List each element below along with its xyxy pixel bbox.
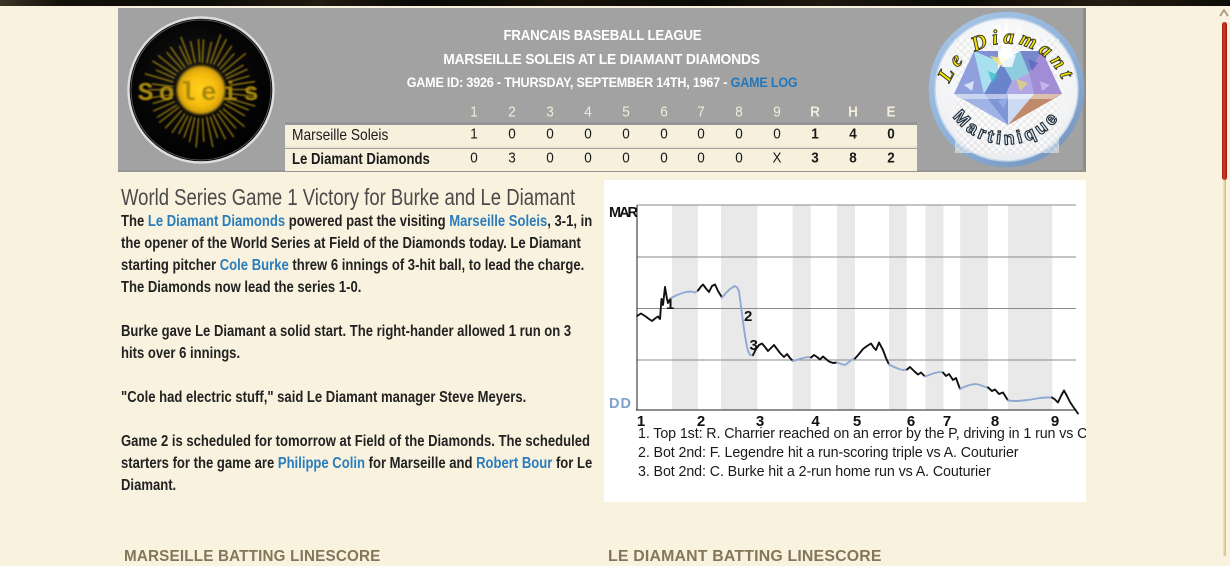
- svg-text:1: 1: [666, 296, 674, 313]
- svg-text:Soleis: Soleis: [138, 78, 265, 108]
- svg-text:MAR: MAR: [609, 205, 639, 221]
- svg-text:3: 3: [750, 337, 758, 354]
- svg-text:2: 2: [744, 308, 752, 325]
- svg-text:DD: DD: [609, 396, 631, 412]
